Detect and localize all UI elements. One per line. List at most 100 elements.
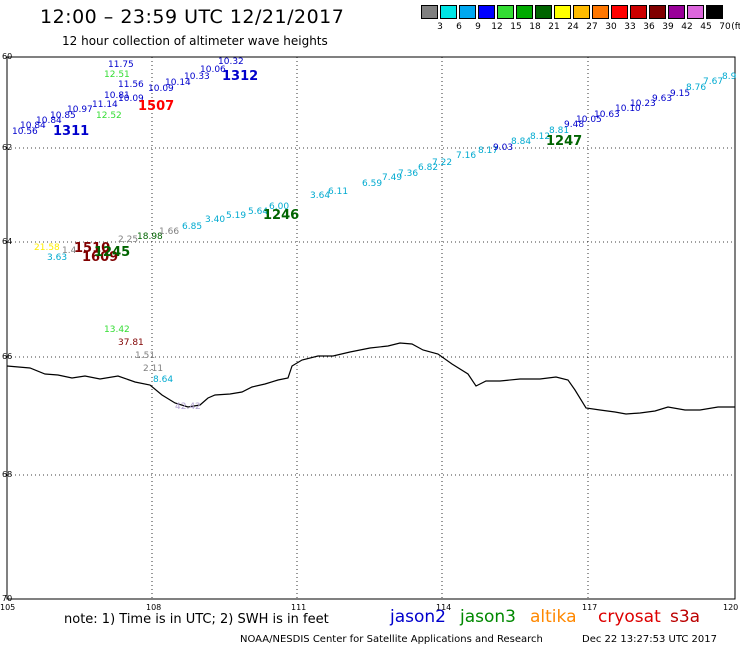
- footer-note: note: 1) Time is in UTC; 2) SWH is in fe…: [64, 612, 329, 627]
- pass-time-label: 1609: [82, 250, 119, 265]
- pass-time-label: 1311: [53, 124, 90, 139]
- lat-label: 60: [2, 52, 13, 61]
- swh-value: 6.82: [418, 163, 439, 173]
- swh-value: 42.42: [175, 402, 201, 412]
- lat-label: 66: [2, 352, 13, 361]
- mission-altika: altika: [530, 607, 577, 627]
- coastline: [6, 342, 735, 415]
- lat-label: 68: [2, 470, 13, 479]
- credit-line: NOAA/NESDIS Center for Satellite Applica…: [240, 634, 543, 645]
- legend-tick: 21: [548, 22, 560, 32]
- legend-tick: 18: [529, 22, 541, 32]
- swh-value: 8.84: [511, 137, 532, 147]
- legend-swatch: [611, 5, 628, 19]
- legend-tick: 3: [437, 22, 443, 32]
- legend-swatch: [630, 5, 647, 19]
- legend-tick: 6: [456, 22, 462, 32]
- lon-label: 117: [582, 603, 598, 612]
- map-title: 12:00 – 23:59 UTC 12/21/2017: [40, 6, 345, 28]
- mission-s3a: s3a: [670, 607, 701, 627]
- map-subtitle: 12 hour collection of altimeter wave hei…: [62, 34, 328, 48]
- swh-value: 6.11: [328, 187, 349, 197]
- legend-swatch: [459, 5, 476, 19]
- legend-tick: 33: [624, 22, 636, 32]
- swh-value: 7.22: [432, 158, 453, 168]
- swh-value: 21.58: [34, 243, 60, 253]
- swh-value: 8.81: [549, 126, 570, 136]
- swh-value: 5.19: [226, 211, 247, 221]
- swh-value: 6.59: [362, 179, 383, 189]
- generated-timestamp: Dec 22 13:27:53 UTC 2017: [582, 634, 717, 645]
- legend-swatch: [478, 5, 495, 19]
- swh-value: 10.23: [630, 99, 656, 109]
- swh-value: 12.52: [96, 111, 122, 121]
- legend-tick: 15: [510, 22, 522, 32]
- swh-value: 8.64: [153, 375, 174, 385]
- swh-value: 10.56: [12, 127, 38, 137]
- swh-value: 1.4: [62, 246, 77, 256]
- swh-value: 11.75: [108, 60, 134, 70]
- swh-value: 2.25: [118, 235, 139, 245]
- legend-swatch: [687, 5, 704, 19]
- lon-label: 108: [146, 603, 162, 612]
- pass-time-label: 1510: [74, 241, 111, 256]
- swh-value: 18.98: [137, 232, 163, 242]
- swh-value: 8.9: [722, 72, 737, 82]
- lon-label: 120: [723, 603, 739, 612]
- legend-swatch: [421, 5, 438, 19]
- swh-value: 3.64: [310, 191, 331, 201]
- lon-label: 114: [436, 603, 452, 612]
- swh-value: 1.66: [159, 227, 180, 237]
- swh-value: 12.51: [104, 70, 130, 80]
- legend-swatch: [649, 5, 666, 19]
- swh-value: 9.63: [652, 94, 673, 104]
- lat-label: 70: [2, 594, 13, 603]
- swh-value: 10.63: [594, 110, 620, 120]
- swh-value: 8.17: [478, 146, 499, 156]
- swh-value: 10.14: [165, 78, 191, 88]
- legend-tick: 30: [605, 22, 617, 32]
- pass-time-label: 1245: [94, 245, 131, 260]
- swh-value: 11.56: [118, 80, 144, 90]
- mission-jason3: jason3: [460, 607, 516, 627]
- legend-tick: 12: [491, 22, 503, 32]
- legend-swatch: [535, 5, 552, 19]
- swh-value: 10.09: [118, 94, 144, 104]
- legend-tick: 70: [719, 22, 731, 32]
- legend-tick: 27: [586, 22, 598, 32]
- legend-tick: 39: [662, 22, 674, 32]
- legend-tick: 42: [681, 22, 693, 32]
- legend-swatch: [516, 5, 533, 19]
- mission-jason2: jason2: [390, 607, 446, 627]
- pass-time-label: 1507: [138, 99, 175, 114]
- legend-tick: 24: [567, 22, 579, 32]
- pass-time-label: 1312: [222, 69, 259, 84]
- map-frame: [6, 56, 736, 600]
- legend-swatch: [706, 5, 723, 19]
- lat-label: 62: [2, 143, 13, 152]
- swh-value: 3.40: [205, 215, 226, 225]
- swh-value: 10.84: [20, 121, 46, 131]
- legend-swatch: [668, 5, 685, 19]
- legend-swatch: [497, 5, 514, 19]
- pass-time-label: 1247: [546, 134, 583, 149]
- swh-value: 7.67: [703, 77, 724, 87]
- mission-cryosat: cryosat: [598, 607, 661, 627]
- swh-value: 1.51: [135, 351, 156, 361]
- swh-value: 11.14: [92, 100, 118, 110]
- swh-value: 7.36: [398, 169, 419, 179]
- swh-value: 9.15: [670, 89, 691, 99]
- swh-value: 2.11: [143, 364, 164, 374]
- pass-time-label: 1246: [263, 208, 300, 223]
- swh-value: 10.84: [36, 116, 62, 126]
- lon-label: 111: [291, 603, 307, 612]
- legend-units: (ft): [731, 22, 740, 32]
- swh-value: 7.16: [456, 151, 477, 161]
- swh-value: 10.85: [50, 111, 76, 121]
- legend-swatch: [440, 5, 457, 19]
- legend-tick: 36: [643, 22, 655, 32]
- lon-label: 105: [0, 603, 16, 612]
- lat-label: 64: [2, 237, 13, 246]
- swh-value: 3.63: [47, 253, 68, 263]
